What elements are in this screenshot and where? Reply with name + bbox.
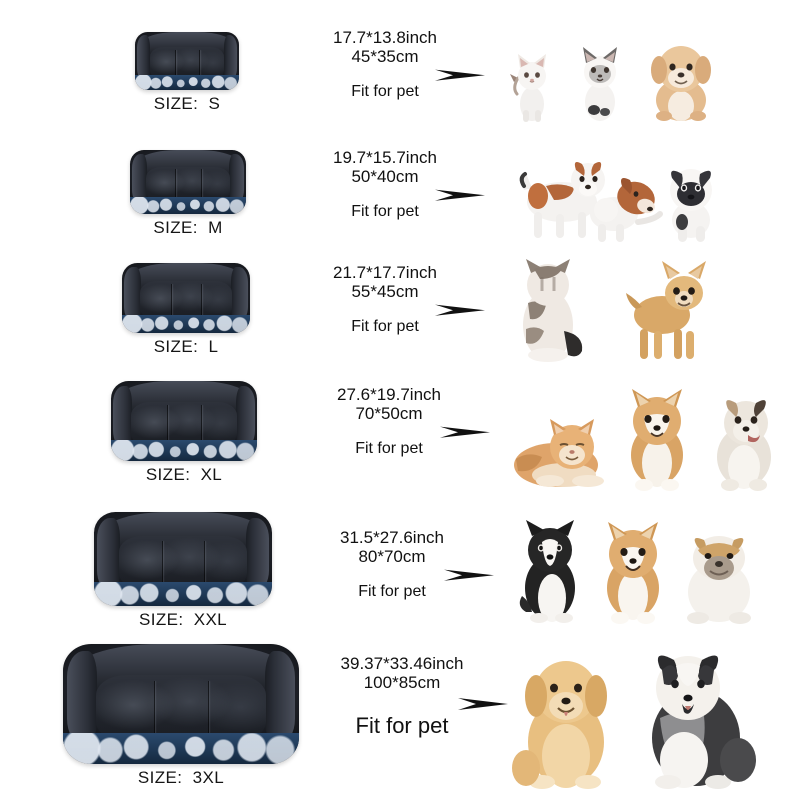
bed-image-3xl: SIZE: 3XL <box>56 644 306 788</box>
pet-tabby-cat <box>512 259 594 363</box>
dimension-block-m: 19.7*15.7inch 50*40cm Fit for pet <box>285 148 485 221</box>
size-label-3xl: SIZE: 3XL <box>137 768 225 787</box>
arrow-3xl <box>296 696 508 712</box>
bed-image-s: SIZE: S <box>122 32 252 114</box>
dimension-inch-m: 19.7*15.7inch <box>333 148 437 167</box>
pet-chihuahua <box>618 259 710 363</box>
fit-text-m: Fit for pet <box>351 203 419 221</box>
pet-photos-xxl <box>512 516 792 624</box>
size-label-s: SIZE: S <box>153 94 221 113</box>
arrow-s <box>285 68 485 82</box>
dimension-block-xxl: 31.5*27.6inch 80*70cm Fit for pet <box>290 528 494 601</box>
arrow-m <box>285 188 485 202</box>
size-row-xl: SIZE: XL 27.6*19.7inch 70*50cm Fit for p… <box>0 377 800 503</box>
pet-photos-s <box>508 26 788 122</box>
dimension-block-s: 17.7*13.8inch 45*35cm Fit for pet <box>285 28 485 101</box>
pet-white-kitten <box>508 48 556 122</box>
pet-orange-tabby-cat <box>508 415 612 489</box>
pet-corgi-xxl <box>594 522 672 624</box>
pet-pug-puppy <box>658 164 724 242</box>
size-row-xxl: SIZE: XXL 31.5*27.6inch 80*70cm Fit for … <box>0 508 800 636</box>
bed-image-l: SIZE: L <box>110 263 262 357</box>
size-label-xxl: SIZE: XXL <box>138 610 228 629</box>
pet-golden-retriever <box>508 656 624 790</box>
dimension-inch-s: 17.7*13.8inch <box>333 28 437 47</box>
arrow-l <box>285 303 485 317</box>
pet-bulldog <box>676 524 762 624</box>
pet-terrier <box>702 393 786 491</box>
dimension-inch-l: 21.7*17.7inch <box>333 263 437 282</box>
fit-text-l: Fit for pet <box>351 318 419 336</box>
bed-image-m: SIZE: M <box>118 150 258 238</box>
arrow-xxl <box>290 568 494 582</box>
dimension-inch-xl: 27.6*19.7inch <box>337 385 441 404</box>
dimension-cm-s: 45*35cm <box>351 47 419 67</box>
size-row-s: SIZE: S 17.7*13.8inch 45*35cm Fit for pe… <box>0 22 800 132</box>
pet-corgi <box>618 389 696 491</box>
dimension-cm-xxl: 80*70cm <box>358 547 426 567</box>
pet-siamese-kitten <box>574 44 626 122</box>
dimension-block-xl: 27.6*19.7inch 70*50cm Fit for pet <box>288 385 490 458</box>
fit-text-xxl: Fit for pet <box>358 583 426 601</box>
pet-jack-russell-terrier <box>516 156 612 242</box>
size-row-l: SIZE: L 21.7*17.7inch 55*45cm Fit for pe… <box>0 257 800 375</box>
dimension-block-3xl: 39.37*33.46inch 100*85cm Fit for pet <box>296 654 508 738</box>
bed-image-xxl: SIZE: XXL <box>84 512 282 630</box>
bed-image-xl: SIZE: XL <box>100 381 268 485</box>
size-row-m: SIZE: M 19.7*15.7inch 50*40cm Fit for pe… <box>0 142 800 254</box>
pet-jack-russell-puppy <box>584 166 664 242</box>
size-row-3xl: SIZE: 3XL 39.37*33.46inch 100*85cm Fit f… <box>0 640 800 798</box>
pet-photos-xl <box>508 383 792 491</box>
size-label-xl: SIZE: XL <box>145 465 223 484</box>
pet-border-collie <box>512 520 590 624</box>
size-label-m: SIZE: M <box>153 218 223 237</box>
fit-text-3xl: Fit for pet <box>355 713 449 739</box>
pet-photos-m <box>508 142 788 242</box>
dimension-inch-xxl: 31.5*27.6inch <box>340 528 444 547</box>
dimension-cm-xl: 70*50cm <box>355 404 423 424</box>
pet-photos-l <box>512 257 792 363</box>
size-label-l: SIZE: L <box>153 337 219 356</box>
dimension-inch-3xl: 39.37*33.46inch <box>340 654 464 673</box>
fit-text-xl: Fit for pet <box>355 440 423 458</box>
arrow-xl <box>288 425 490 439</box>
pet-tan-puppy <box>644 40 718 122</box>
dimension-cm-m: 50*40cm <box>351 167 419 187</box>
pet-husky <box>626 648 762 790</box>
dimension-cm-l: 55*45cm <box>351 282 419 302</box>
dimension-cm-3xl: 100*85cm <box>363 673 441 693</box>
pet-photos-3xl <box>508 650 796 790</box>
dimension-block-l: 21.7*17.7inch 55*45cm Fit for pet <box>285 263 485 336</box>
fit-text-s: Fit for pet <box>351 83 419 101</box>
